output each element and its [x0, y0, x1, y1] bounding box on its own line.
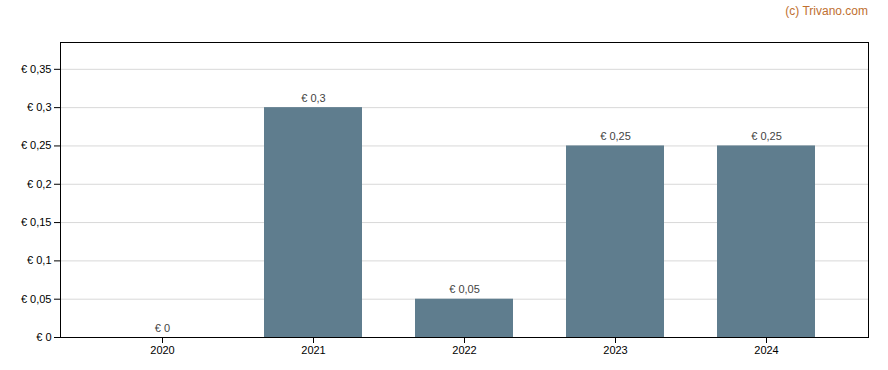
svg-text:2024: 2024 — [754, 344, 778, 356]
svg-text:€ 0,3: € 0,3 — [27, 101, 51, 113]
svg-text:€ 0: € 0 — [36, 331, 51, 343]
svg-text:€ 0,25: € 0,25 — [600, 130, 631, 142]
svg-text:€ 0,35: € 0,35 — [21, 63, 52, 75]
svg-text:2022: 2022 — [452, 344, 476, 356]
svg-text:€ 0,25: € 0,25 — [751, 130, 782, 142]
svg-text:€ 0,05: € 0,05 — [449, 283, 480, 295]
svg-text:€ 0,2: € 0,2 — [27, 178, 51, 190]
svg-text:€ 0,15: € 0,15 — [21, 216, 52, 228]
svg-text:€ 0,25: € 0,25 — [21, 139, 52, 151]
svg-text:€ 0,1: € 0,1 — [27, 254, 51, 266]
svg-text:2021: 2021 — [301, 344, 325, 356]
svg-text:2023: 2023 — [603, 344, 627, 356]
svg-text:€ 0: € 0 — [155, 322, 170, 334]
svg-text:€ 0,05: € 0,05 — [21, 293, 52, 305]
html-text:(c) Trivano.com: (c) Trivano.com — [785, 4, 868, 18]
svg-text:2020: 2020 — [150, 344, 174, 356]
svg-text:€ 0,3: € 0,3 — [301, 92, 325, 104]
